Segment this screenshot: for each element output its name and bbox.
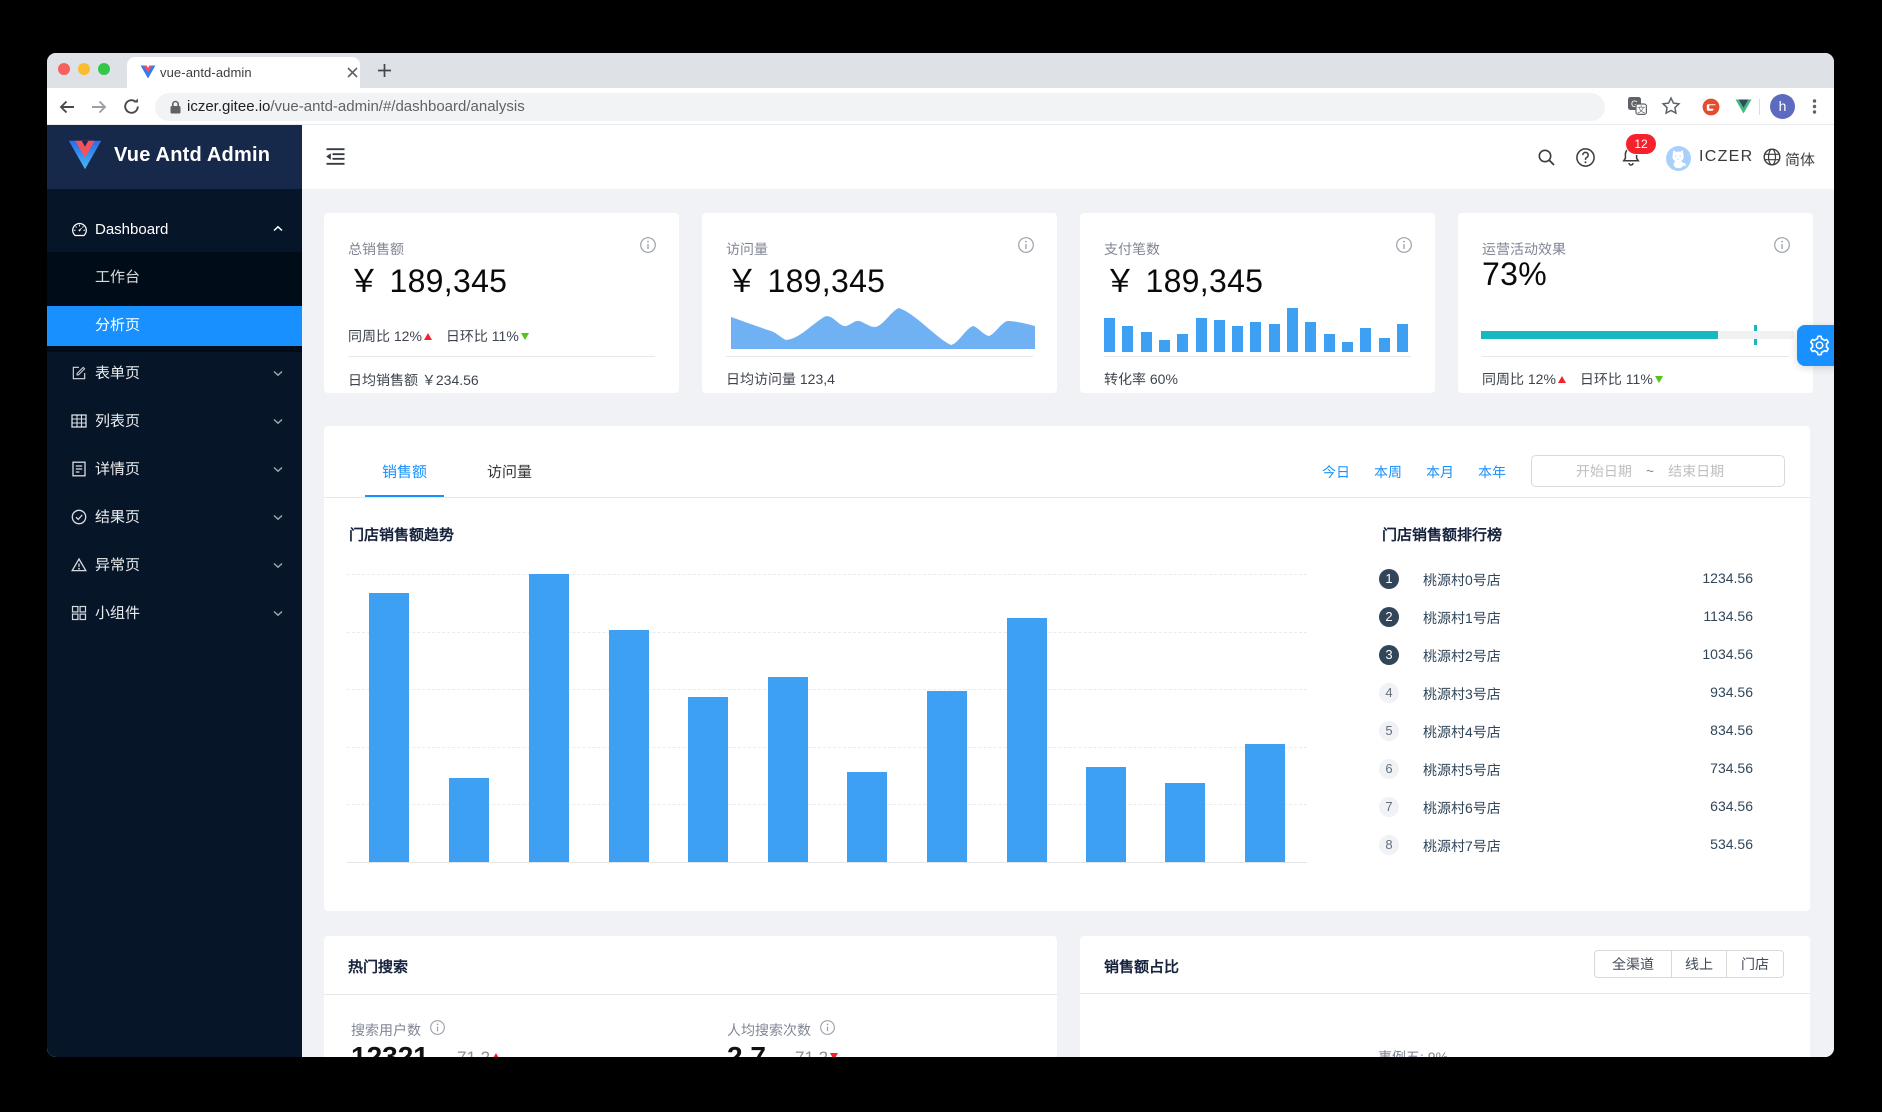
svg-text:G: G (1631, 99, 1638, 109)
svg-text:文: 文 (1637, 103, 1646, 115)
